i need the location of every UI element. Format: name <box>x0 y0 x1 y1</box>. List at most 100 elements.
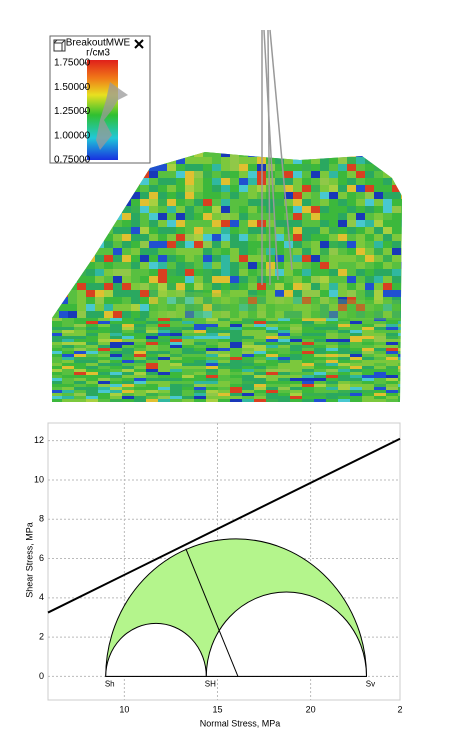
model-tile <box>194 290 203 297</box>
model-layer <box>146 396 158 399</box>
model-tile <box>122 192 131 199</box>
model-tile <box>52 304 59 311</box>
model-layer <box>266 396 278 399</box>
model-layer <box>62 372 74 375</box>
model-tile <box>275 262 284 269</box>
model-layer <box>86 360 98 363</box>
model-layer <box>52 393 62 396</box>
close-button[interactable] <box>134 39 144 49</box>
model-tile <box>338 220 347 227</box>
model-layer <box>374 378 386 381</box>
model-tile <box>320 227 329 234</box>
model-layer <box>146 327 158 330</box>
model-layer <box>290 384 302 387</box>
model-layer <box>362 375 374 378</box>
model-layer <box>182 381 194 384</box>
model-tile <box>230 164 239 171</box>
model-layer <box>230 354 242 357</box>
model-layer <box>266 363 278 366</box>
model-layer <box>386 354 398 357</box>
model-layer <box>290 333 302 336</box>
model-tile <box>365 234 374 241</box>
model-tile <box>392 290 401 297</box>
model-tile <box>365 206 374 213</box>
model-layer <box>266 366 278 369</box>
model-layer <box>206 372 218 375</box>
model-layer <box>290 345 302 348</box>
model-layer <box>158 333 170 336</box>
model-layer <box>110 336 122 339</box>
model-layer <box>314 369 326 372</box>
model-layer <box>98 327 110 330</box>
model-layer <box>122 390 134 393</box>
model-layer <box>194 396 206 399</box>
model-tile <box>248 276 257 283</box>
x-tick-label: 2 <box>397 704 402 714</box>
model-layer <box>170 330 182 333</box>
model-tile <box>239 157 248 164</box>
model-layer <box>182 366 194 369</box>
model-tile <box>338 255 347 262</box>
model-layer <box>362 357 374 360</box>
model-layer <box>74 393 86 396</box>
model-tile <box>383 269 392 276</box>
model-layer <box>242 381 254 384</box>
model-tile <box>374 152 383 157</box>
model-tile <box>392 276 401 283</box>
model-tile <box>203 185 212 192</box>
model-tile <box>230 234 239 241</box>
model-tile <box>392 171 401 178</box>
model-tile <box>185 157 194 164</box>
model-layer <box>266 351 278 354</box>
model-tile <box>257 290 266 297</box>
model-tile <box>284 255 293 262</box>
model-tile <box>158 241 167 248</box>
model-layer <box>194 354 206 357</box>
model-layer <box>74 348 86 351</box>
model-tile <box>302 171 311 178</box>
model-layer <box>206 348 218 351</box>
model-tile <box>329 241 338 248</box>
model-tile <box>257 297 266 304</box>
model-tile <box>104 283 113 290</box>
model-layer <box>158 384 170 387</box>
model-tile <box>401 220 402 227</box>
model-tile <box>293 227 302 234</box>
model-layer <box>254 381 266 384</box>
model-tile <box>52 283 59 290</box>
model-layer <box>206 375 218 378</box>
model-tile <box>266 297 275 304</box>
model-layer <box>254 369 266 372</box>
model-layer <box>398 399 402 402</box>
model-tile <box>113 185 122 192</box>
model-layer <box>86 402 98 405</box>
y-tick-label: 4 <box>39 592 44 602</box>
model-tile <box>52 248 59 255</box>
model-layer <box>122 339 134 342</box>
y-tick-label: 0 <box>39 671 44 681</box>
model-tile <box>239 192 248 199</box>
model-tile <box>77 262 86 269</box>
model-layer <box>326 402 338 405</box>
model-tile <box>374 192 383 199</box>
model-layer <box>62 384 74 387</box>
model-tile <box>230 283 239 290</box>
model-tile <box>257 283 266 290</box>
model-layer <box>158 351 170 354</box>
model-tile <box>266 178 275 185</box>
model-layer <box>62 318 74 321</box>
stress-label: SH <box>205 680 216 689</box>
model-layer <box>266 354 278 357</box>
model-layer <box>74 378 86 381</box>
model-layer <box>362 348 374 351</box>
model-layer <box>374 351 386 354</box>
model-layer <box>52 366 62 369</box>
model-layer <box>182 324 194 327</box>
model-layer <box>134 318 146 321</box>
model-tile <box>275 206 284 213</box>
model-layer <box>218 360 230 363</box>
model-layer <box>374 348 386 351</box>
model-layer <box>62 402 74 405</box>
model-tile <box>158 227 167 234</box>
model-layer <box>338 390 350 393</box>
